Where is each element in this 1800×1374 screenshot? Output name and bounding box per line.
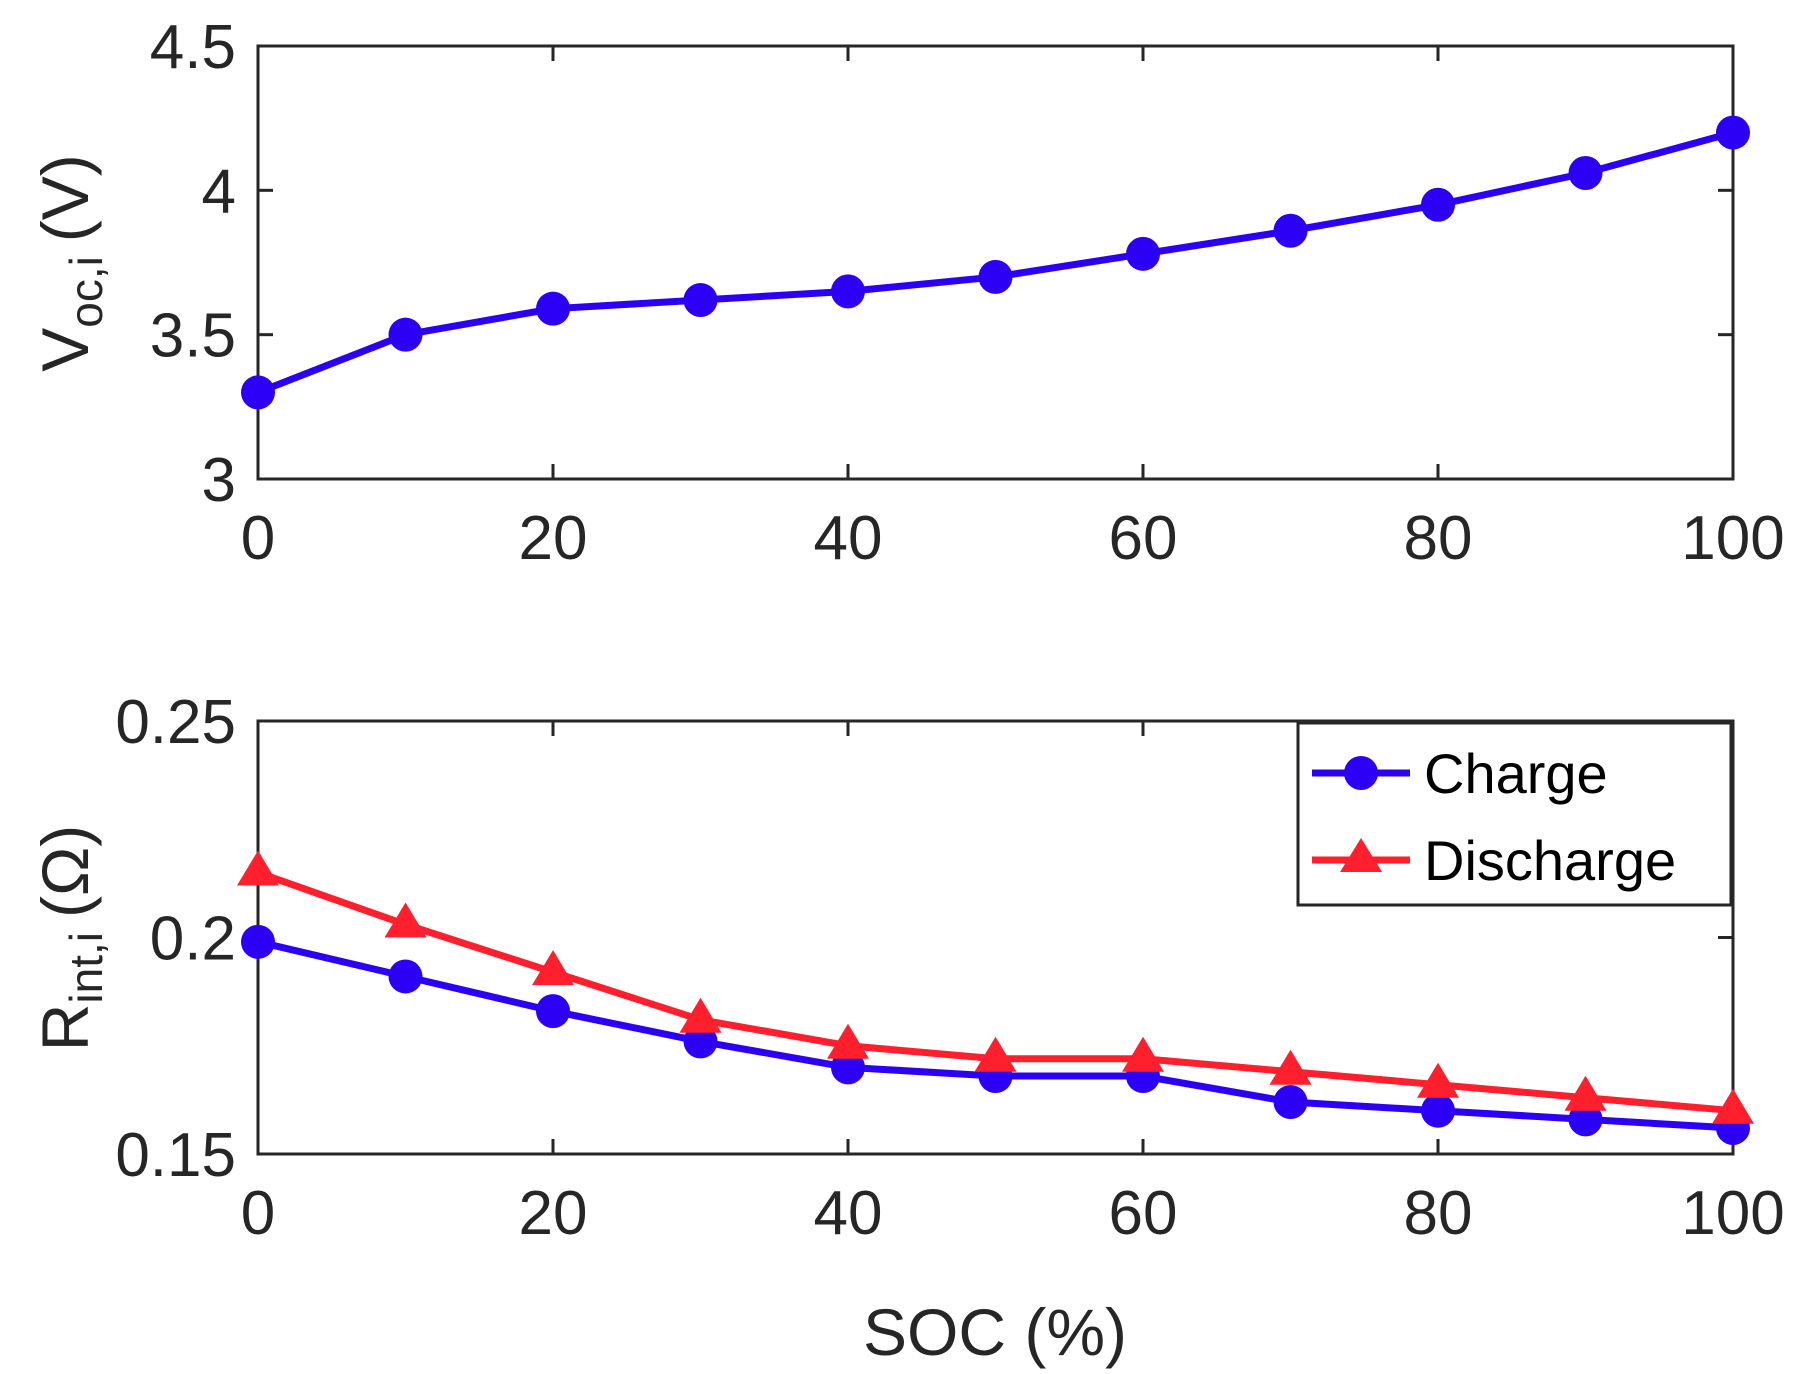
voc-series-layer (241, 115, 1750, 410)
voc-x-tick-label: 20 (519, 504, 588, 573)
rint-discharge-point (237, 850, 279, 886)
voc-x-tick-label: 60 (1109, 504, 1178, 573)
rint-y-tick-label: 0.15 (115, 1121, 236, 1190)
legend-discharge-label: Discharge (1424, 829, 1676, 892)
rint-discharge-point (679, 997, 722, 1033)
voc-y-label-main: V (28, 328, 102, 372)
rint-discharge-point (1712, 1088, 1754, 1124)
voc-voc-point (1716, 115, 1750, 150)
rint-charge-point (1421, 1093, 1455, 1128)
voc-voc-point (241, 375, 275, 410)
rint-charge-point (1568, 1102, 1603, 1137)
rint-discharge-point (532, 950, 574, 986)
rint-y-tick-label: 0.2 (150, 905, 236, 974)
legend-box (1296, 721, 1733, 907)
rint-chart: 0 20 40 60 80 100 0.15 0.2 0.25 Rint,i (Ω) SOC (… (28, 688, 1785, 1369)
voc-voc-point (831, 274, 865, 309)
rint-x-tick-label: 0 (241, 1179, 275, 1248)
voc-x-tick-label: 40 (814, 504, 883, 573)
rint-x-tick-label: 40 (814, 1179, 883, 1248)
rint-discharge-point (1564, 1075, 1607, 1111)
voc-y-label-units: (V) (28, 154, 102, 242)
voc-plot-area (256, 44, 1735, 481)
rint-x-ticks: 0 20 40 60 80 100 (241, 721, 1785, 1248)
rint-discharge-point (1122, 1036, 1164, 1072)
legend-discharge-marker (1340, 838, 1382, 872)
rint-discharge-point (1269, 1049, 1312, 1085)
rint-y-label-main: R (28, 1004, 102, 1052)
voc-voc-point (1273, 213, 1308, 248)
voc-y-ticks: 3 3.5 4 4.5 (150, 13, 1733, 515)
voc-x-tick-label: 100 (1681, 504, 1784, 573)
voc-x-tick-label: 80 (1404, 504, 1473, 573)
voc-voc-point (683, 283, 718, 318)
rint-y-label-units: (Ω) (28, 825, 102, 918)
rint-discharge-point (384, 902, 427, 938)
voc-y-tick-label: 3 (202, 446, 236, 515)
voc-y-label-sub: oc,i (60, 256, 112, 328)
voc-y-axis-label: Voc,i (V) (28, 154, 112, 372)
rint-discharge-point (827, 1023, 869, 1059)
rint-y-label-sub: int,i (60, 932, 112, 1004)
rint-y-axis-label: Rint,i (Ω) (28, 825, 112, 1052)
legend-charge-marker (1344, 756, 1378, 790)
rint-y-ticks: 0.15 0.2 0.25 (115, 688, 1733, 1190)
voc-y-tick-label: 4 (202, 157, 236, 226)
voc-y-tick-label: 3.5 (150, 302, 236, 371)
rint-x-tick-label: 20 (519, 1179, 588, 1248)
legend: Charge Discharge (1296, 721, 1733, 907)
rint-charge-point (683, 1024, 718, 1059)
rint-series-charge-line (257, 938, 1734, 1132)
rint-x-axis-label: SOC (%) (863, 1295, 1127, 1369)
voc-voc-point (1421, 187, 1455, 222)
rint-charge-point (241, 924, 275, 959)
voc-voc-point (1568, 156, 1603, 191)
rint-charge-point (831, 1050, 865, 1085)
voc-voc-point (1126, 236, 1160, 271)
legend-charge-label: Charge (1424, 742, 1608, 805)
rint-discharge-point (974, 1036, 1017, 1072)
voc-y-tick-label: 4.5 (150, 13, 236, 82)
rint-series-layer (237, 850, 1754, 1146)
voc-chart: 0 20 40 60 80 100 3 3.5 4 4.5 Voc,i (V) (28, 13, 1785, 573)
rint-x-tick-label: 60 (1109, 1179, 1178, 1248)
rint-charge-point (536, 994, 570, 1029)
voc-x-ticks: 0 20 40 60 80 100 (241, 46, 1785, 573)
voc-voc-point (978, 259, 1013, 294)
rint-x-tick-label: 80 (1404, 1179, 1473, 1248)
rint-y-tick-label: 0.25 (115, 688, 236, 757)
voc-voc-point (388, 317, 423, 352)
rint-x-tick-label: 100 (1681, 1179, 1784, 1248)
rint-discharge-point (1417, 1062, 1459, 1098)
rint-charge-point (388, 959, 423, 994)
rint-charge-point (1273, 1085, 1308, 1120)
voc-x-tick-label: 0 (241, 504, 275, 573)
voc-voc-point (536, 291, 570, 326)
